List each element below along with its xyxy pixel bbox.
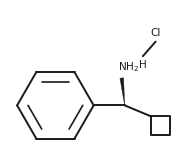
- Text: NH$_2$: NH$_2$: [118, 60, 139, 74]
- Text: H: H: [139, 60, 147, 70]
- Polygon shape: [120, 78, 125, 105]
- Text: Cl: Cl: [151, 28, 161, 38]
